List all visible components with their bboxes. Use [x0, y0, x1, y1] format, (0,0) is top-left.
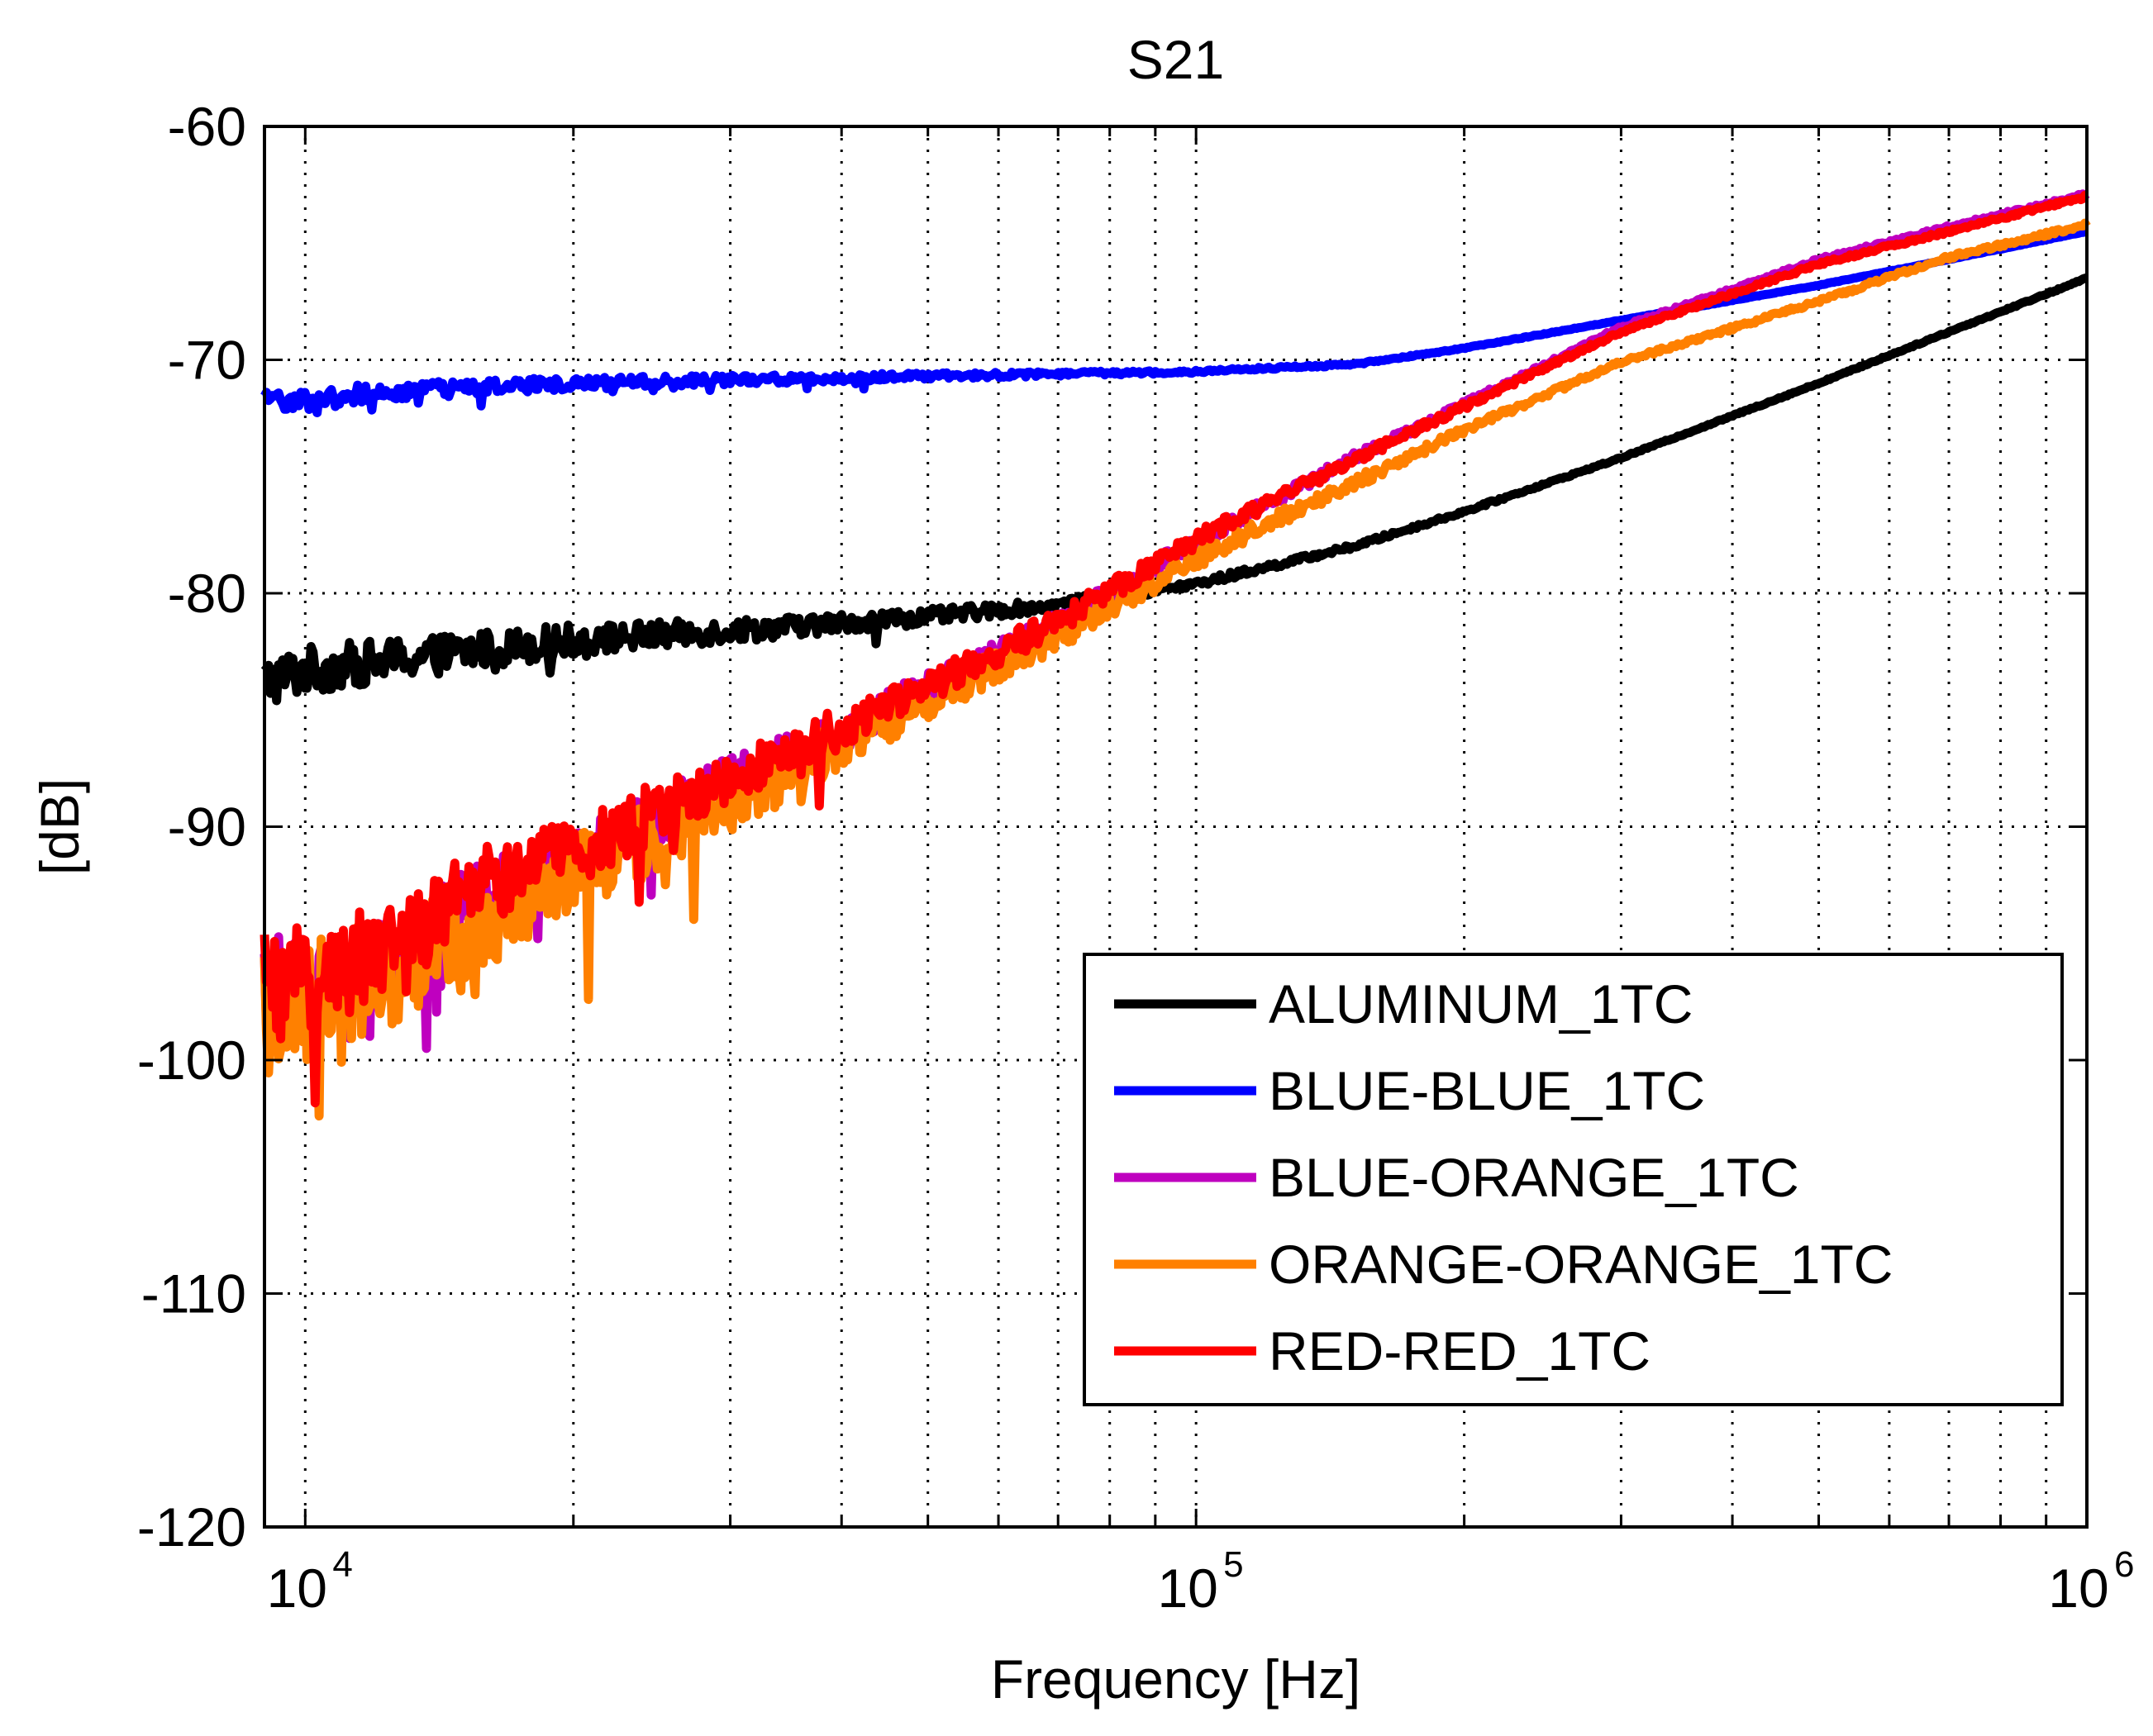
x-tick-label-base: 10 [267, 1558, 327, 1619]
x-tick-label-exponent: 4 [332, 1544, 352, 1585]
series-line [260, 273, 2090, 706]
legend-label: ORANGE-ORANGE_1TC [1269, 1234, 1893, 1295]
legend-label: BLUE-BLUE_1TC [1269, 1060, 1705, 1121]
x-tick-label: 10 5 [1157, 1544, 1243, 1619]
y-tick-label: -100 [137, 1030, 246, 1091]
legend-item: RED-RED_1TC [1114, 1320, 1650, 1382]
series-line [260, 218, 2091, 1121]
y-tick-label: -90 [168, 797, 246, 858]
legend-label: ALUMINUM_1TC [1269, 973, 1693, 1034]
y-tick-label: -80 [168, 563, 246, 624]
legend-item: ORANGE-ORANGE_1TC [1114, 1234, 1893, 1295]
legend: ALUMINUM_1TC BLUE-BLUE_1TC BLUE-ORANGE_1TC… [1083, 953, 2064, 1406]
y-tick-label: -60 [168, 96, 246, 157]
x-tick-label: 10 4 [267, 1544, 353, 1619]
legend-item: BLUE-ORANGE_1TC [1114, 1147, 1799, 1208]
y-tick-label: -70 [168, 330, 246, 391]
x-tick-label-exponent: 6 [2114, 1544, 2134, 1585]
series-group [260, 189, 2091, 1121]
legend-label: RED-RED_1TC [1269, 1320, 1650, 1382]
ticks [264, 125, 2087, 1529]
x-tick-label-base: 10 [1157, 1558, 1217, 1619]
x-tick-label-base: 10 [2048, 1558, 2108, 1619]
x-tick-labels: 10 4 10 5 10 6 [267, 1544, 2135, 1619]
series-line [260, 190, 2090, 1108]
y-tick-label: -120 [137, 1496, 246, 1558]
legend-item: ALUMINUM_1TC [1114, 973, 1693, 1034]
legend-label: BLUE-ORANGE_1TC [1269, 1147, 1799, 1208]
y-tick-labels: -60 -70 -80 -90 -100 -110 -120 [137, 96, 246, 1558]
y-axis-label: [dB] [29, 778, 90, 875]
x-tick-label: 10 6 [2048, 1544, 2134, 1619]
chart-title: S21 [1127, 29, 1224, 90]
x-tick-label-exponent: 5 [1223, 1544, 1243, 1585]
legend-item: BLUE-BLUE_1TC [1114, 1060, 1705, 1121]
y-tick-label: -110 [141, 1263, 246, 1325]
series-line [260, 227, 2090, 417]
x-axis-label: Frequency [Hz] [991, 1648, 1361, 1710]
